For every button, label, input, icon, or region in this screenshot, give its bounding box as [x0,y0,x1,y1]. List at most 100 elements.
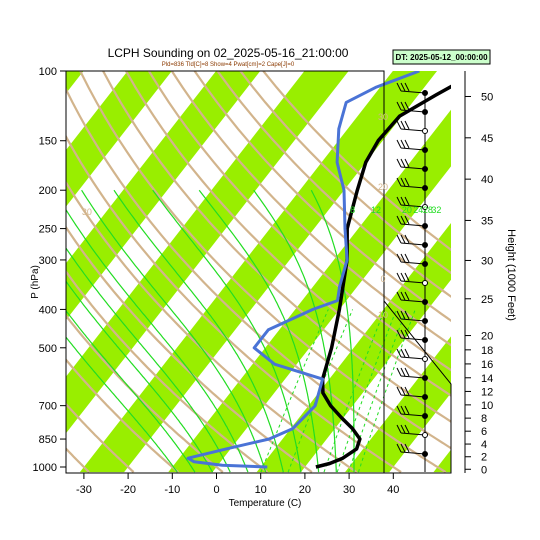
wind-barb-flag [400,158,406,168]
wind-barb-dot [422,299,428,305]
wind-barb-dot [422,280,428,286]
wind-barb-dot [422,147,428,153]
dry-adiabat-label: 30 [82,207,92,217]
height-tick-label: 50 [481,91,493,103]
y-tick-label: 500 [39,343,57,355]
wind-barb-flag [404,424,410,434]
dry-adiabat [170,71,451,347]
wind-barb-flag [400,291,406,301]
wind-barb-flag [400,253,406,263]
y-tick-label: 250 [39,224,57,236]
wind-barb-dot [422,413,428,419]
x-tick-label: 0 [213,484,219,496]
height-axis-label: Height (1000 Feet) [505,229,517,321]
wind-barb-flag [404,82,410,92]
height-tick-label: 40 [481,174,493,186]
wind-barb-flag [404,310,410,320]
wind-barb-dot [422,223,428,229]
wind-barb-flag [396,386,402,396]
height-tick-label: 14 [481,373,493,385]
wind-barb-shaft [400,318,426,322]
height-tick-label: 6 [481,426,487,438]
y-axis-label: P (hPa) [30,265,41,299]
dry-adiabat [66,225,313,473]
y-tick-label: 100 [39,66,57,78]
wind-barb-shaft [400,261,426,265]
date-badge: DT: 2025-05-12_00:00:00 [392,49,491,65]
mixing-ratio-label: 20 [402,205,412,215]
mixing-ratio-label: 8 [350,205,355,215]
wind-barb-flag [396,82,402,92]
x-tick-label: 20 [299,484,311,496]
wind-barb-flag [404,405,410,415]
height-tick-label: 20 [481,331,493,343]
wind-barb-shaft [400,337,426,341]
height-tick-label: 4 [481,439,487,451]
y-tick-label: 850 [39,434,57,446]
wind-barb-shaft [400,375,426,379]
x-axis-label: Temperature (C) [229,498,302,509]
chart-title: LCPH Sounding on 02_2025-05-16_21:00:00 [108,46,349,60]
x-tick-label: 10 [255,484,267,496]
wind-barb-shaft [400,147,426,151]
wind-barb-dot [422,451,428,457]
mixing-ratio-label: 12 [371,205,381,215]
x-tick-label: -20 [120,484,136,496]
wind-barb-flag [400,120,406,130]
x-tick-label: -10 [164,484,180,496]
wind-barb-shaft [400,413,426,417]
wind-barb-flag [404,196,410,206]
mixing-ratio-line [358,309,416,473]
wind-barb-flag [396,101,402,111]
y-tick-label: 300 [39,255,57,267]
wind-barb-dot [422,166,428,172]
height-tick-label: 35 [481,215,493,227]
wind-barb-flag [404,443,410,453]
wind-barb-flag [396,405,402,415]
wind-barb-flag [396,139,402,149]
y-tick-label: 400 [39,304,57,316]
wind-barb-dot [422,204,428,210]
sounding-series [186,71,451,469]
mixing-ratio-label: 28 [423,205,433,215]
wind-barb-dot [422,394,428,400]
height-tick-label: 18 [481,345,493,357]
moist-adiabat [113,189,284,473]
wind-barb-dot [422,261,428,267]
wind-barb-flag [396,120,402,130]
moist-adiabat [66,280,214,473]
dry-adiabat [239,71,451,275]
wind-barb-shaft [400,242,426,246]
wind-barb-flag [404,272,410,282]
moist-adiabat-label: 10 [378,310,388,320]
moist-adiabat [81,189,267,473]
height-tick-label: 0 [481,464,487,476]
wind-barb-flag [404,348,410,358]
dry-adiabat [79,71,451,450]
wind-barb-flag [400,234,406,244]
x-tick-label: 30 [343,484,355,496]
x-axis: -30 -20 -10 0 10 20 30 40 [76,473,399,496]
isotherm-band [66,71,84,94]
wind-barb-flag [404,177,410,187]
wind-barb-flag [400,405,406,415]
wind-barb-shaft [400,432,426,436]
moist-adiabat [198,189,320,473]
moist-adiabat [253,189,337,473]
wind-barb-flag [396,291,402,301]
date-badge-text: DT: 2025-05-12_00:00:00 [395,53,488,62]
wind-barb-flag [396,424,402,434]
wind-barb-flag [404,386,410,396]
wind-barb-shaft [400,451,426,455]
isotherm-band [66,71,261,320]
wind-barb-dot [422,356,428,362]
height-tick-label: 30 [481,255,493,267]
wind-barb-flag [400,386,406,396]
wind-barb-shaft [400,204,426,208]
temperature-line [315,84,451,469]
wind-barb-shaft [400,299,426,303]
dry-adiabat [66,358,179,473]
